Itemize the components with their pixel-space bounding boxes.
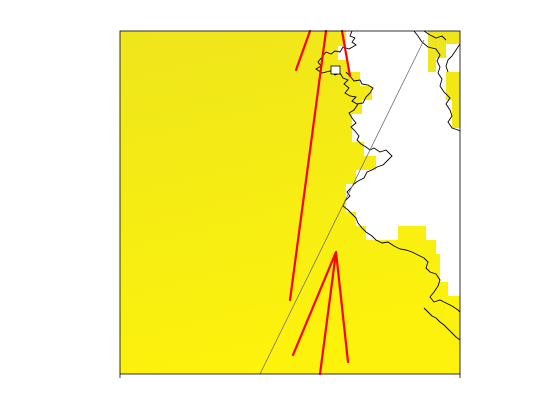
track-5 — [318, 250, 338, 376]
track-3 — [340, 29, 352, 78]
axis-ticks — [119, 374, 461, 378]
field-strip-bottom-right — [452, 346, 460, 374]
land-mask — [338, 31, 460, 296]
track-2 — [288, 29, 328, 302]
island-marker — [330, 65, 341, 75]
diagonal-track-line — [259, 39, 425, 375]
coastline — [315, 31, 460, 341]
land-notch-right — [446, 72, 460, 128]
plot-frame — [119, 30, 461, 375]
land-notch-top — [428, 31, 460, 72]
track-1 — [294, 29, 312, 72]
